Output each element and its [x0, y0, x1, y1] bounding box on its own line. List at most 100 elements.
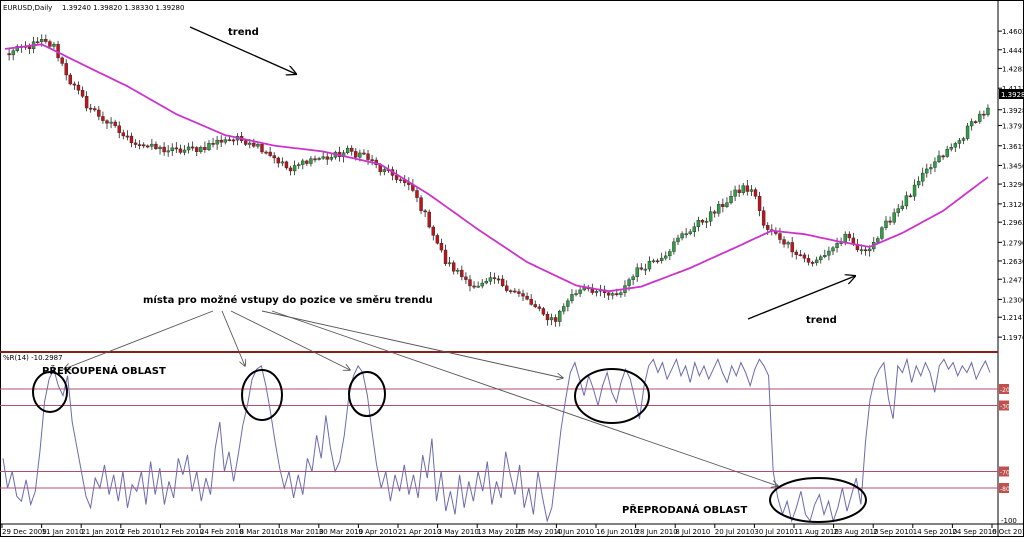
price-tick-label: 1.24730 — [1002, 276, 1024, 284]
price-tick-label: 1.27900 — [1002, 239, 1024, 247]
candle-body — [296, 164, 301, 166]
candle-body — [521, 293, 525, 297]
candle-body — [264, 151, 268, 154]
indicator-label: %R(14) -10.2987 — [3, 354, 63, 362]
price-tick-label: 1.37930 — [1002, 122, 1024, 130]
candle-body — [533, 304, 537, 308]
candle-body — [847, 233, 851, 239]
candle-body — [101, 116, 105, 121]
candle-body — [125, 135, 130, 138]
candle-body — [827, 250, 831, 256]
candle-body — [786, 242, 790, 245]
time-tick-label: 11 Aug 2010 — [794, 528, 839, 536]
candle-body — [790, 242, 794, 253]
candle-body — [888, 220, 892, 223]
candle-body — [170, 147, 174, 152]
candle-body — [117, 125, 121, 133]
candle-body — [199, 147, 203, 152]
candle-body — [345, 147, 350, 153]
candle-body — [692, 226, 697, 233]
candle-body — [207, 143, 211, 150]
candle-body — [435, 235, 440, 244]
time-tick-label: 9 Apr 2010 — [358, 528, 397, 536]
time-tick-label: 8 Mar 2010 — [240, 528, 280, 536]
time-tick-label: 30 Mar 2010 — [319, 528, 363, 536]
candle-body — [142, 144, 146, 147]
candle-body — [44, 39, 48, 42]
entry-arrow-3 — [230, 310, 350, 370]
candle-body — [146, 145, 150, 148]
candle-body — [651, 260, 656, 263]
candle-body — [863, 249, 868, 252]
candle-body — [248, 142, 252, 145]
wpr-levels: -20 -30 -70 -80 -100 — [0, 384, 1017, 525]
time-tick-label: 23 Aug 2010 — [834, 528, 879, 536]
candle-body — [504, 285, 509, 291]
candle-body — [749, 189, 754, 192]
price-tick-label: 1.39280 — [1002, 107, 1024, 115]
candle-body — [451, 262, 456, 272]
candle-body — [880, 227, 884, 239]
uptrend-label: trend — [806, 315, 837, 326]
time-tick-label: 2 Feb 2010 — [121, 528, 160, 536]
candle-body — [553, 317, 558, 322]
time-tick-label: 21 Apr 2010 — [398, 528, 441, 536]
candle-body — [35, 41, 40, 44]
entry-arrow-4 — [261, 310, 563, 378]
candle-body — [904, 195, 909, 207]
candle-body — [415, 190, 419, 198]
candle-body — [325, 156, 329, 160]
price-tick-label: 1.29630 — [1002, 219, 1024, 227]
candle-body — [982, 113, 986, 116]
candle-body — [574, 293, 578, 295]
time-tick-label: 21 Jan 2010 — [81, 528, 123, 536]
candle-body — [366, 153, 370, 160]
candle-body — [912, 184, 917, 197]
candle-body — [937, 155, 941, 162]
candle-body — [619, 292, 623, 295]
candle-body — [549, 317, 554, 321]
time-tick-label: 24 Sep 2010 — [952, 528, 996, 536]
candle-body — [460, 269, 464, 278]
candle-body — [464, 276, 468, 280]
candle-body — [88, 107, 93, 110]
candle-body — [517, 291, 521, 294]
candle-body — [664, 255, 668, 259]
candle-body — [84, 96, 89, 109]
candle-body — [631, 276, 635, 280]
candle-body — [953, 143, 958, 148]
candle-body — [957, 140, 962, 144]
overbought-circle-2 — [241, 369, 283, 421]
candle-body — [843, 233, 847, 243]
candle-body — [831, 247, 835, 252]
candle-body — [447, 262, 452, 265]
candle-body — [908, 195, 913, 198]
oversold-label: PŘEPRODANÁ OBLAST — [622, 503, 747, 516]
wpr-level-marker — [999, 466, 1009, 477]
candle-body — [978, 113, 982, 122]
candle-body — [223, 139, 227, 143]
symbol-label: EURUSD,Daily — [3, 4, 52, 12]
candle-body — [570, 294, 574, 302]
candle-body — [284, 161, 289, 169]
overbought-label: PŘEKOUPENÁ OBLAST — [42, 364, 166, 377]
oversold-circle — [769, 477, 867, 523]
candle-body — [525, 295, 529, 300]
candle-body — [921, 172, 925, 182]
candle-body — [431, 226, 435, 236]
candle-body — [211, 143, 215, 145]
time-tick-label: 2 Sep 2010 — [873, 528, 913, 536]
candle-body — [949, 146, 953, 150]
time-tick-label: 24 Feb 2010 — [200, 528, 244, 536]
candle-body — [260, 144, 264, 153]
candle-body — [676, 237, 680, 243]
candle-body — [243, 140, 248, 145]
candle-body — [900, 205, 905, 209]
candle-body — [700, 220, 705, 223]
candle-body — [757, 196, 762, 211]
candle-body — [109, 121, 113, 124]
candle-body — [321, 156, 325, 159]
time-tick-label: 29 Dec 2009 — [2, 528, 47, 536]
wpr-level-marker — [999, 384, 1009, 394]
